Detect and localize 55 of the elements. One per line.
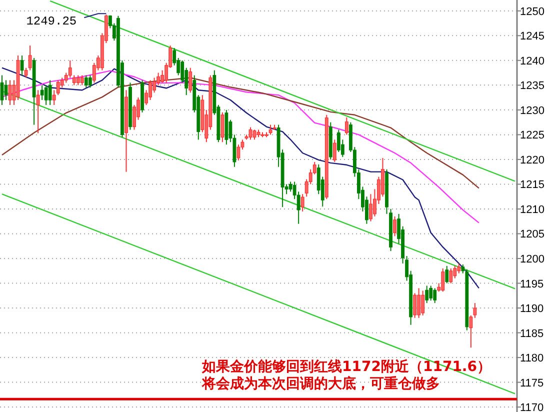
candlestick	[44, 84, 48, 106]
y-tick-label: 1215	[520, 179, 544, 192]
annotation: 1249.25	[26, 14, 77, 29]
y-tick-label: 1205	[520, 228, 544, 241]
candlestick	[441, 268, 445, 292]
y-tick-label: 1190	[520, 303, 544, 316]
y-tick-label: 1185	[520, 328, 544, 340]
candlestick	[425, 285, 429, 304]
candlestick	[300, 194, 304, 212]
y-tick-label: 1225	[520, 130, 544, 142]
candlestick	[429, 285, 433, 302]
candlestick	[332, 139, 336, 162]
candlestick	[84, 74, 88, 88]
candlestick	[40, 84, 44, 101]
y-tick-label: 1220	[520, 154, 544, 166]
y-tick-label: 1195	[520, 278, 544, 290]
candlestick	[236, 144, 240, 161]
candlestick	[80, 74, 84, 86]
candlestick	[56, 80, 60, 96]
candlestick	[433, 288, 437, 304]
candlestick	[52, 90, 56, 106]
y-tick-label: 1230	[520, 104, 544, 117]
candlestick	[393, 216, 396, 237]
candlestick	[449, 268, 453, 284]
line-series	[1, 67, 480, 289]
y-tick-label: 1250	[520, 6, 544, 18]
candlestick	[413, 292, 417, 318]
candlestick	[336, 129, 340, 153]
candlestick	[220, 112, 224, 143]
candlestick	[72, 74, 76, 86]
candlestick	[68, 60, 72, 78]
candlestick	[88, 74, 92, 88]
candlestick	[469, 314, 473, 348]
candlestick	[20, 54, 24, 76]
candlestick	[421, 290, 425, 316]
candlestick	[48, 80, 52, 106]
candlestick	[417, 288, 421, 318]
candlestick	[148, 80, 152, 101]
line-series	[1, 70, 480, 224]
annotation: 将会成为本次回调的大底，可重仓做多	[201, 375, 440, 392]
y-tick-label: 1210	[520, 204, 544, 216]
y-tick-label: 1200	[520, 253, 544, 266]
y-tick-label: 1180	[520, 352, 544, 365]
candlestick	[268, 124, 272, 136]
candlestick	[344, 116, 348, 136]
y-tick-label: 1240	[520, 55, 544, 68]
y-tick-label: 1245	[520, 30, 544, 43]
candlestick	[36, 90, 40, 134]
candlestick	[473, 302, 477, 318]
y-tick-label: 1235	[520, 80, 544, 92]
candlestick	[76, 74, 80, 86]
candlestick	[188, 67, 192, 94]
candlestick	[445, 265, 449, 284]
y-tick-label: 1170	[520, 402, 544, 412]
y-tick-label: 1175	[520, 377, 544, 390]
